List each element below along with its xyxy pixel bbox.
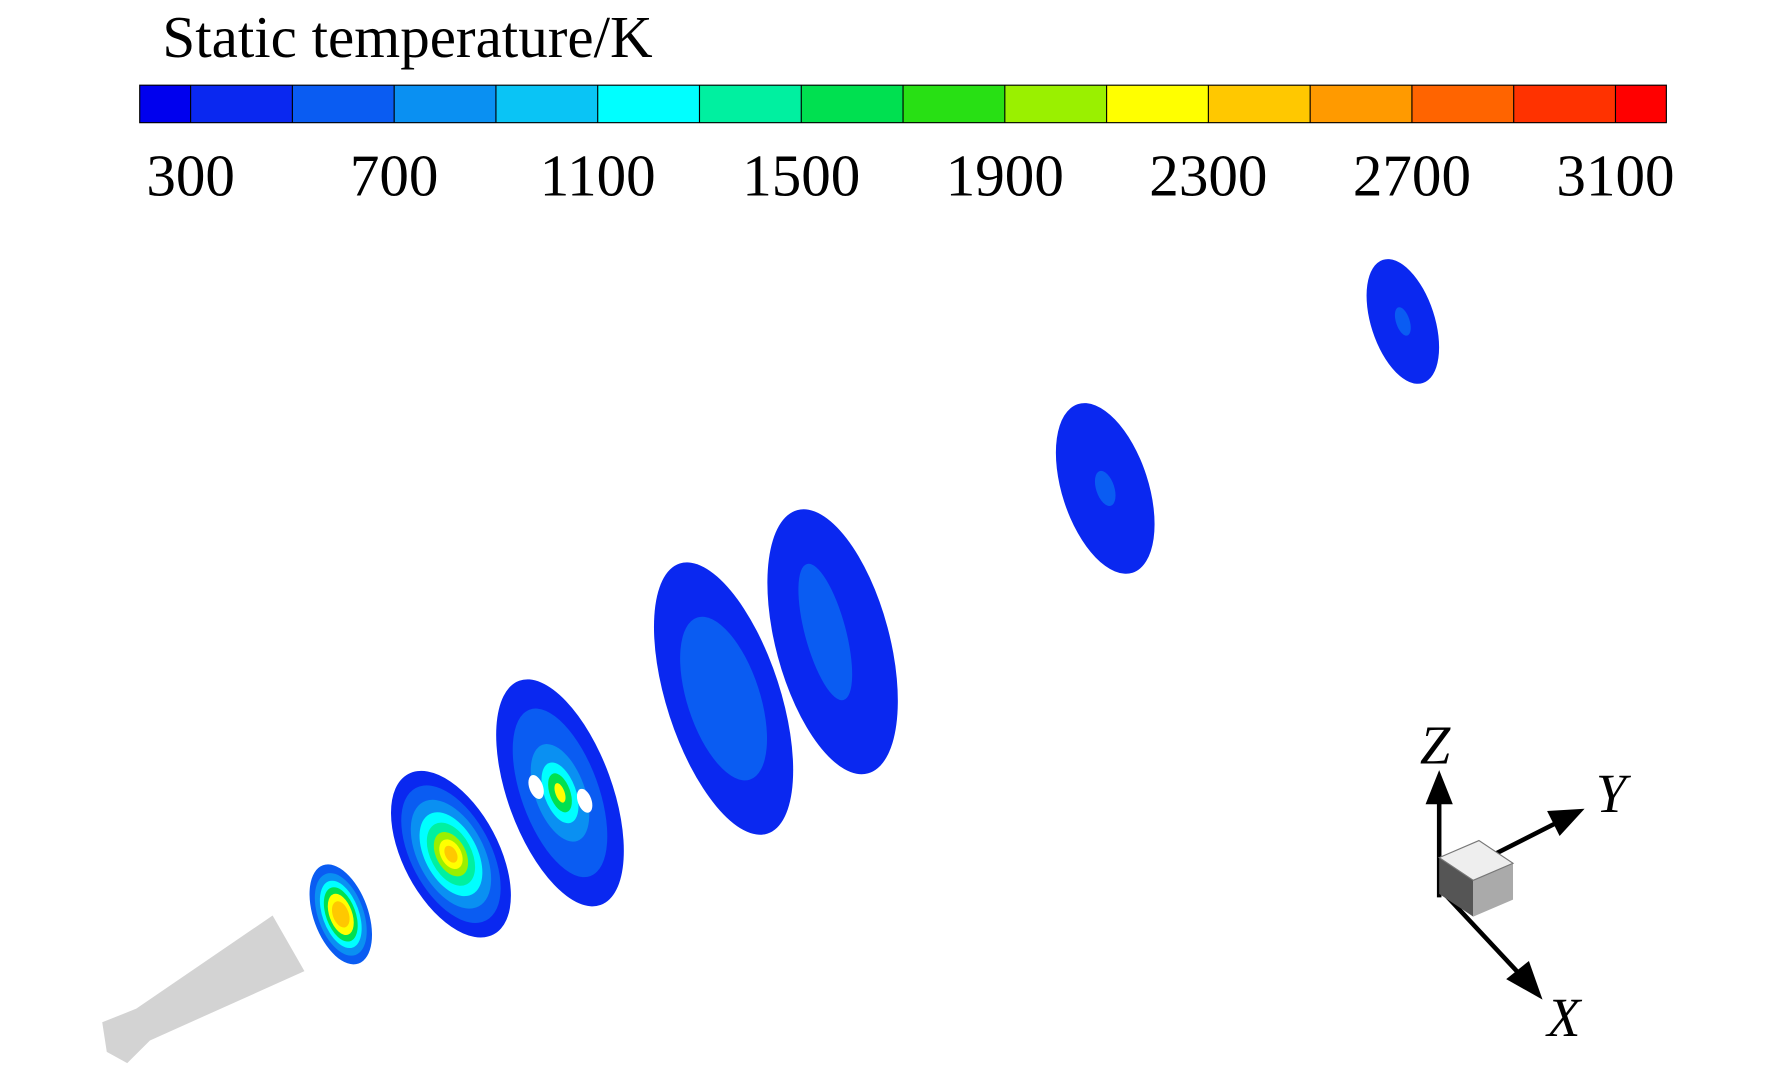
slice bbox=[309, 864, 373, 965]
slice bbox=[1366, 259, 1440, 384]
colorbar-segment bbox=[1004, 85, 1107, 123]
colorbar-title: Static temperature/K bbox=[162, 4, 653, 70]
colorbar-segment bbox=[1310, 85, 1412, 123]
axis-label-x: X bbox=[1545, 987, 1583, 1048]
colorbar-segment bbox=[139, 85, 191, 123]
colorbar-tick-label: 300 bbox=[146, 142, 235, 208]
colorbar-tick-label: 1900 bbox=[946, 142, 1064, 208]
colorbar-segment bbox=[1513, 85, 1616, 123]
colorbar-segment bbox=[801, 85, 904, 123]
colorbar-segment bbox=[903, 85, 1005, 123]
axis-label-z: Z bbox=[1420, 714, 1451, 775]
slice bbox=[390, 770, 511, 938]
colorbar-tick-label: 2300 bbox=[1149, 142, 1267, 208]
colorbar-segment bbox=[495, 85, 598, 123]
colorbar-segment bbox=[1615, 85, 1667, 123]
slice bbox=[496, 679, 624, 907]
colorbar-tick-label: 1100 bbox=[540, 142, 656, 208]
axis-label-y: Y bbox=[1596, 763, 1632, 824]
colorbar: 300 700 1100 1500 1900 2300 2700 3100 bbox=[139, 84, 1675, 208]
slice bbox=[1055, 403, 1155, 574]
colorbar-tick-label: 1500 bbox=[742, 142, 860, 208]
colorbar-tick-label: 2700 bbox=[1353, 142, 1471, 208]
colorbar-segment bbox=[394, 85, 496, 123]
colorbar-frame bbox=[139, 84, 1667, 124]
colorbar-tick-label: 3100 bbox=[1556, 142, 1674, 208]
colorbar-segment bbox=[1411, 85, 1514, 123]
colorbar-segment bbox=[292, 85, 395, 123]
colorbar-segment bbox=[1208, 85, 1311, 123]
slice bbox=[653, 562, 794, 835]
nozzle bbox=[102, 915, 305, 1064]
colorbar-tick-label: 700 bbox=[350, 142, 439, 208]
slice bbox=[767, 509, 898, 775]
contour-slices bbox=[102, 259, 1440, 1064]
colorbar-segment bbox=[699, 85, 802, 123]
colorbar-segment bbox=[1106, 85, 1209, 123]
colorbar-segment bbox=[597, 85, 700, 123]
axis-triad: Z Y X bbox=[1420, 714, 1632, 1048]
colorbar-segment bbox=[190, 85, 293, 123]
